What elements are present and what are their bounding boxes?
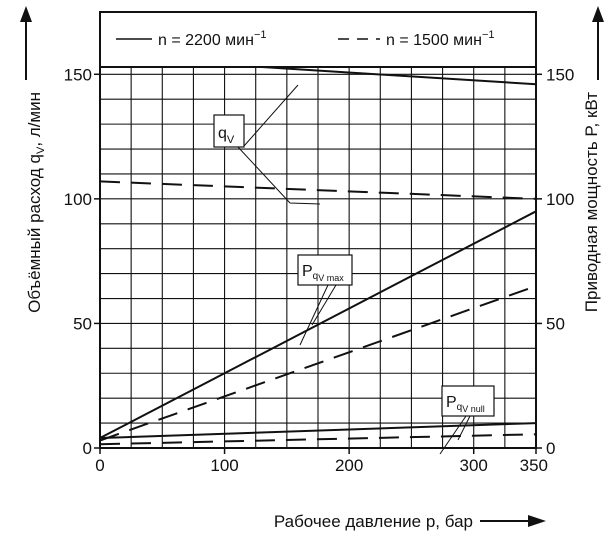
legend: n = 2200 мин−1 n = 1500 мин−1 [99, 11, 537, 68]
series-Pqvmax-dashed [99, 285, 537, 442]
pqvmax-label-box [297, 254, 353, 286]
pqvmax-label: PqV max [302, 263, 344, 283]
qv-leader-solid [243, 84, 299, 147]
series-Pqvnull-solid [99, 422, 537, 440]
x-tick-label: 0 [95, 456, 104, 475]
x-tick-label: 300 [460, 456, 488, 475]
x-tick-label: 200 [335, 456, 363, 475]
series-Pqvmax-solid [99, 210, 537, 439]
legend-label-dashed: n = 1500 мин−1 [386, 29, 495, 49]
y-right-tick-label: 50 [546, 314, 565, 333]
qv-label-box [213, 114, 245, 148]
x-axis-arrow [480, 515, 546, 527]
right-axis-arrow [592, 6, 604, 80]
annotations: qV PqV max PqV null [213, 84, 495, 455]
y-right-tick-label: 100 [546, 190, 574, 209]
pqvnull-leader-solid [457, 415, 471, 441]
series-qV-dashed [99, 180, 537, 200]
legend-box [99, 11, 537, 68]
x-tick-label: 350 [520, 456, 548, 475]
left-axis-arrow [20, 6, 32, 80]
legend-label-solid: n = 2200 мин−1 [158, 29, 267, 49]
pqvnull-leader-dashed [439, 415, 467, 455]
qv-label: qV [218, 125, 235, 146]
y-right-tick-label: 150 [546, 65, 574, 84]
y-left-tick-label: 50 [73, 314, 92, 333]
pqvmax-leader-dashed [299, 284, 329, 346]
legend-label-dashed-sup: −1 [482, 29, 495, 41]
y-axis-left-title-tail: , л/мин [25, 92, 44, 147]
pqvnull-label: PqV null [446, 394, 485, 414]
y-left-tick-label: 100 [64, 190, 92, 209]
legend-label-dashed-main: n = 1500 мин [386, 32, 482, 49]
y-left-tick-label: 0 [83, 439, 92, 458]
pqvnull-label-box [441, 385, 495, 417]
x-axis-title: Рабочее давление p, бар [274, 512, 473, 531]
y-right-tick-label: 0 [546, 439, 555, 458]
legend-label-solid-main: n = 2200 мин [158, 32, 254, 49]
y-axis-left-title-main: Объёмный расход q [25, 154, 44, 313]
y-axis-right-title: Приводная мощность P, кВт [582, 92, 601, 312]
pqvmax-leader-solid [311, 284, 337, 326]
series-Pqvnull-dashed [99, 433, 537, 446]
y-left-tick-label: 150 [64, 65, 92, 84]
y-axis-left-title: Объёмный расход qV, л/мин [25, 92, 47, 313]
y-axis-left-title-sub: V [35, 146, 47, 154]
x-tick-label: 100 [210, 456, 238, 475]
qv-leader-dashed [237, 146, 321, 205]
legend-label-solid-sup: −1 [254, 29, 267, 41]
series-group [99, 55, 537, 446]
grid [100, 12, 536, 448]
